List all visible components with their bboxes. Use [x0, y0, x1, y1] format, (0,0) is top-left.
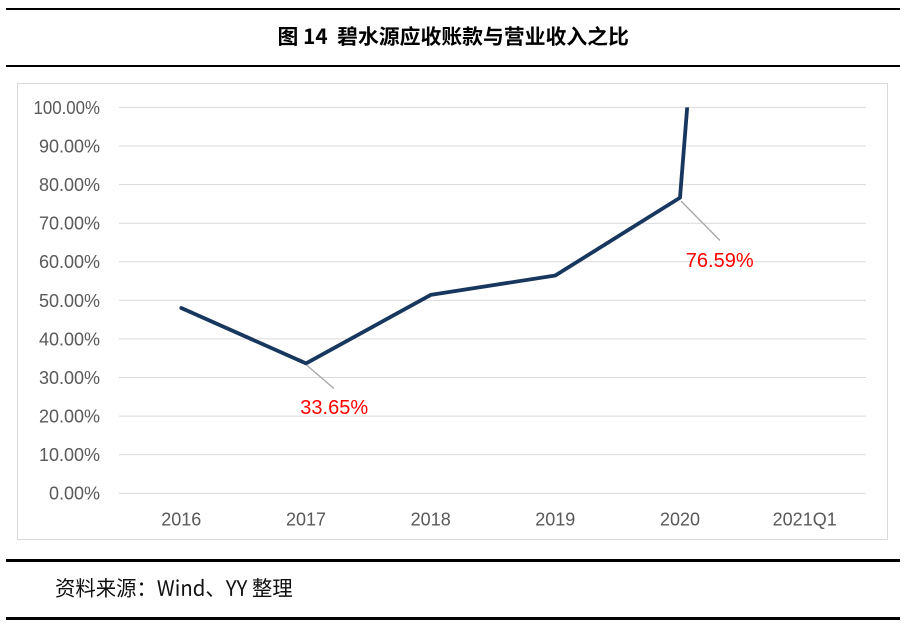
svg-text:2019: 2019 — [535, 510, 575, 530]
svg-text:50.00%: 50.00% — [39, 291, 100, 311]
svg-text:60.00%: 60.00% — [39, 252, 100, 272]
svg-text:2018: 2018 — [411, 510, 451, 530]
svg-text:20.00%: 20.00% — [39, 407, 100, 427]
svg-text:76.59%: 76.59% — [686, 250, 754, 272]
svg-text:10.00%: 10.00% — [39, 445, 100, 465]
svg-text:2021Q1: 2021Q1 — [773, 510, 837, 530]
svg-text:80.00%: 80.00% — [39, 175, 100, 195]
svg-text:2016: 2016 — [161, 510, 201, 530]
svg-text:90.00%: 90.00% — [39, 136, 100, 156]
svg-text:40.00%: 40.00% — [39, 329, 100, 349]
svg-text:2020: 2020 — [660, 510, 700, 530]
svg-text:70.00%: 70.00% — [39, 214, 100, 234]
svg-text:33.65%: 33.65% — [300, 397, 368, 419]
svg-text:100.00%: 100.00% — [34, 98, 101, 118]
svg-text:0.00%: 0.00% — [49, 484, 100, 504]
svg-text:30.00%: 30.00% — [39, 368, 100, 388]
svg-text:2017: 2017 — [286, 510, 326, 530]
